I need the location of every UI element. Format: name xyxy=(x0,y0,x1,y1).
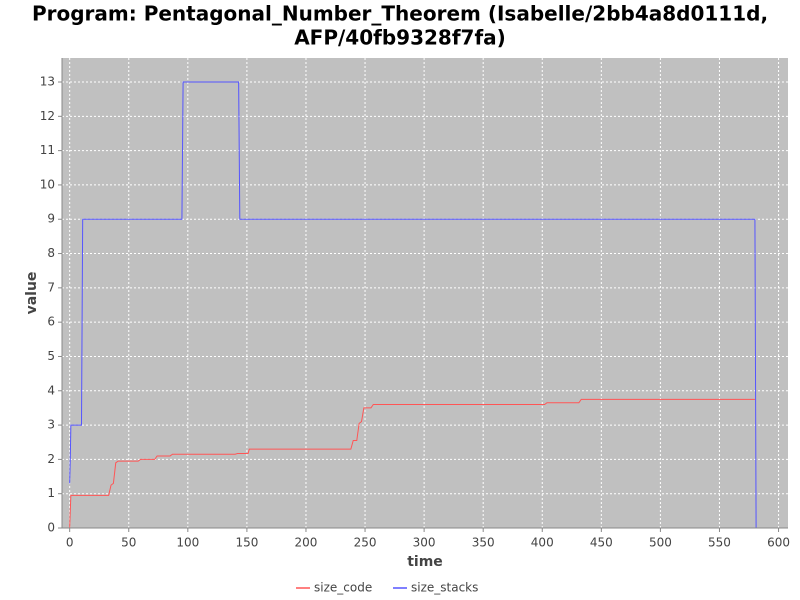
y-axis-title: value xyxy=(24,272,40,315)
chart-title: AFP/40fb9328f7fa) xyxy=(294,26,506,50)
x-tick-label: 50 xyxy=(121,536,136,550)
y-tick-label: 10 xyxy=(40,177,55,191)
x-tick-label: 250 xyxy=(354,536,377,550)
x-tick-label: 400 xyxy=(531,536,554,550)
x-tick-label: 150 xyxy=(235,536,258,550)
x-tick-label: 550 xyxy=(708,536,731,550)
x-tick-label: 350 xyxy=(472,536,495,550)
legend-label: size_stacks xyxy=(411,581,478,595)
y-tick-label: 7 xyxy=(47,280,55,294)
series-line xyxy=(69,398,755,529)
x-tick-label: 0 xyxy=(66,536,74,550)
x-axis-title: time xyxy=(407,554,443,570)
y-tick-label: 9 xyxy=(47,212,55,226)
x-tick-label: 600 xyxy=(767,536,790,550)
chart-title: Program: Pentagonal_Number_Theorem (Isab… xyxy=(32,2,768,26)
y-tick-label: 12 xyxy=(40,109,55,123)
y-tick-label: 6 xyxy=(47,315,55,329)
y-tick-label: 5 xyxy=(47,349,55,363)
y-tick-label: 8 xyxy=(47,246,55,260)
y-tick-label: 0 xyxy=(47,521,55,535)
x-tick-label: 200 xyxy=(295,536,318,550)
legend-label: size_code xyxy=(314,581,372,595)
plot-area xyxy=(62,58,788,528)
x-tick-label: 300 xyxy=(413,536,436,550)
y-tick-label: 3 xyxy=(47,418,55,432)
y-tick-label: 11 xyxy=(40,143,55,157)
x-tick-label: 100 xyxy=(176,536,199,550)
y-tick-label: 1 xyxy=(47,486,55,500)
series-line xyxy=(69,81,757,529)
x-tick-label: 500 xyxy=(649,536,672,550)
y-tick-label: 2 xyxy=(47,452,55,466)
y-tick-label: 13 xyxy=(40,75,55,89)
x-tick-label: 450 xyxy=(590,536,613,550)
y-tick-label: 4 xyxy=(47,383,55,397)
